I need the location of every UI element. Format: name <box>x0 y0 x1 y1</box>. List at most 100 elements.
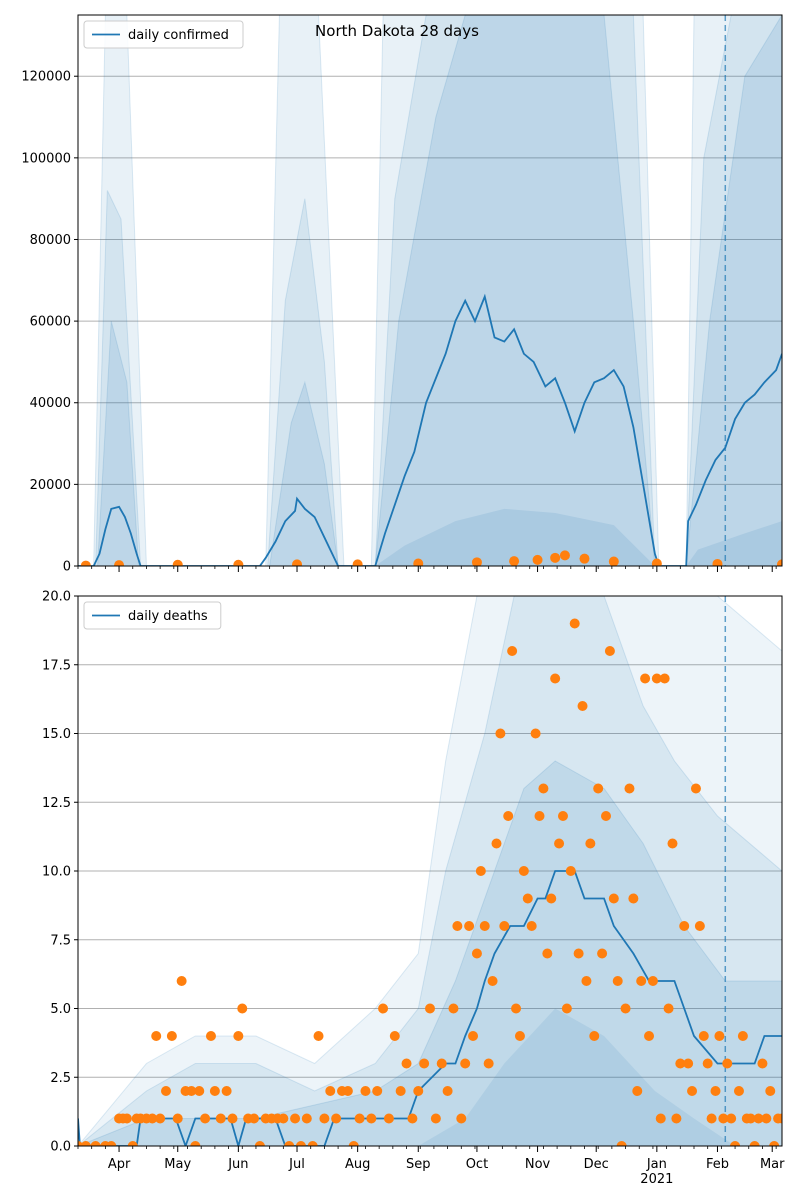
uncertainty-band <box>78 596 782 1146</box>
data-point <box>745 1113 756 1124</box>
data-point <box>559 550 570 561</box>
data-point <box>726 1113 737 1124</box>
data-point <box>761 1113 772 1124</box>
data-point <box>511 1003 522 1014</box>
data-point <box>237 1003 248 1014</box>
data-point <box>644 1031 655 1041</box>
x-tick-label: Apr <box>108 1157 131 1172</box>
data-point <box>278 1113 289 1124</box>
data-point <box>491 838 502 849</box>
y-tick-label: 120000 <box>21 70 71 85</box>
uncertainty-band-lower <box>375 508 782 566</box>
data-point <box>569 618 580 629</box>
data-point <box>161 1086 171 1096</box>
y-tick-label: 17.5 <box>42 658 71 673</box>
data-point <box>532 554 543 565</box>
data-point <box>80 1141 91 1146</box>
x-tick-label: May <box>164 1157 191 1172</box>
data-point <box>777 559 782 566</box>
data-point <box>683 1058 694 1069</box>
data-point <box>499 921 510 931</box>
data-point <box>401 1058 412 1069</box>
data-point <box>413 1086 424 1096</box>
data-point <box>518 866 529 876</box>
data-point <box>647 976 658 986</box>
y-tick-label: 40000 <box>30 396 71 411</box>
y-tick-label: 7.5 <box>50 933 71 948</box>
data-point <box>227 1113 238 1124</box>
data-point <box>534 811 545 821</box>
data-point <box>589 1031 600 1041</box>
data-point <box>546 893 557 904</box>
data-point <box>295 1141 306 1146</box>
data-point <box>730 1141 741 1146</box>
data-point <box>114 560 125 566</box>
data-point <box>698 1031 709 1041</box>
data-point <box>436 1058 447 1069</box>
data-point <box>209 1086 220 1096</box>
data-point <box>620 1003 631 1014</box>
uncertainty-band <box>78 15 782 566</box>
x-axis: Apr May Jun Jul Aug Sep Oct Nov Dec Jan Feb Mar 2021 <box>108 1157 785 1187</box>
data-point <box>550 673 561 684</box>
data-point <box>722 1058 733 1069</box>
x-tick-label: Sep <box>406 1157 431 1172</box>
x-tick-label: Jan <box>646 1157 667 1172</box>
data-point <box>636 976 647 986</box>
legend-label: daily deaths <box>128 609 208 624</box>
data-point <box>714 1031 725 1041</box>
data-point <box>624 783 635 794</box>
data-point <box>106 1141 117 1146</box>
data-point <box>550 552 561 563</box>
y-tick-label: 10.0 <box>42 865 71 880</box>
plot-area <box>78 596 782 1146</box>
data-point <box>121 1113 132 1124</box>
data-point <box>749 1141 760 1146</box>
legend: daily confirmed <box>83 20 244 49</box>
data-point <box>577 701 588 711</box>
x-tick-label: Nov <box>525 1157 551 1172</box>
data-point <box>679 921 690 931</box>
data-point <box>383 1113 394 1124</box>
data-point <box>718 1113 729 1124</box>
data-point <box>640 673 651 684</box>
data-point <box>604 646 615 656</box>
data-point <box>475 866 486 876</box>
data-point <box>452 921 463 931</box>
data-point <box>378 1003 389 1014</box>
data-point <box>471 557 482 566</box>
data-point <box>419 1058 430 1069</box>
data-point <box>612 976 623 986</box>
plot-area <box>78 15 782 566</box>
data-point <box>284 1141 295 1146</box>
data-point <box>585 838 596 849</box>
data-point <box>331 1113 342 1124</box>
data-point <box>389 1031 400 1041</box>
data-point <box>663 1003 674 1014</box>
legend-box <box>83 601 222 630</box>
uncertainty-band <box>78 760 782 1146</box>
data-point <box>542 948 553 959</box>
data-point <box>601 811 611 821</box>
data-point <box>737 1031 748 1041</box>
data-point <box>407 1113 418 1124</box>
data-point <box>464 921 475 931</box>
data-point <box>325 1086 336 1096</box>
data-point <box>530 728 541 739</box>
data-point <box>292 559 303 566</box>
data-point <box>80 560 91 566</box>
data-point <box>155 1113 166 1124</box>
data-point <box>186 1086 197 1096</box>
data-point <box>448 1003 459 1014</box>
data-point <box>360 1086 371 1096</box>
data-point <box>522 893 533 904</box>
data-point <box>593 783 604 794</box>
x-tick-label: Dec <box>584 1157 609 1172</box>
data-point <box>632 1086 643 1096</box>
y-tick-label: 12.5 <box>42 796 71 811</box>
data-point <box>442 1086 453 1096</box>
x-year-label: 2021 <box>640 1172 673 1187</box>
data-point <box>581 976 592 986</box>
data-point <box>526 921 537 931</box>
data-point <box>233 559 244 566</box>
